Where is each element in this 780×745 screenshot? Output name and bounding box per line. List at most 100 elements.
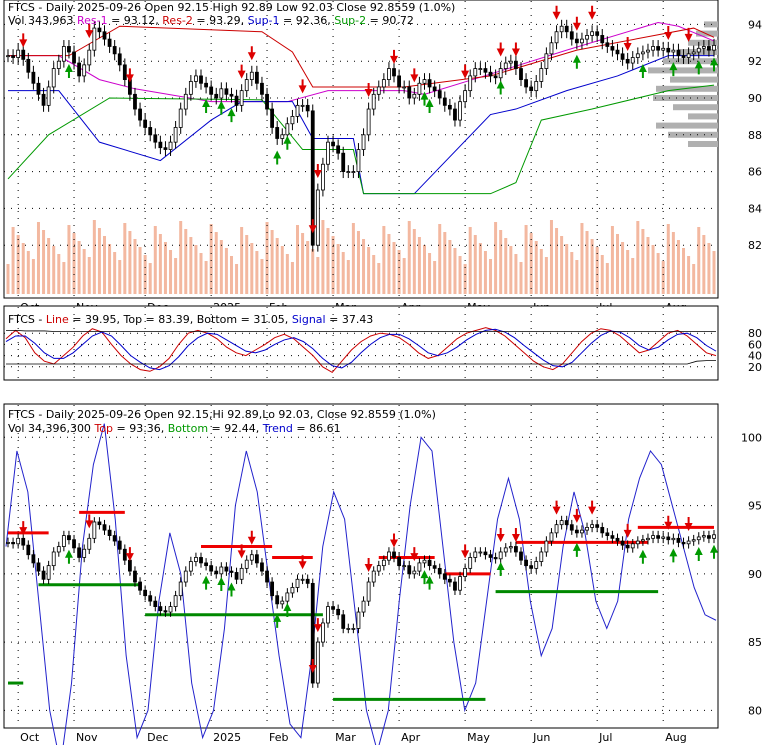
- volume-bar: [651, 245, 655, 294]
- trend-candle-body: [554, 524, 559, 534]
- volume-bar: [346, 260, 350, 294]
- volume-bar: [229, 256, 233, 294]
- stoch-line-top: [6, 329, 716, 332]
- trend-sell-arrow: [684, 517, 693, 532]
- trend-candle-body: [656, 535, 661, 539]
- price-buy-arrow: [496, 80, 505, 95]
- trend-candle-body: [676, 537, 681, 543]
- trend-candle-body: [41, 570, 46, 580]
- trend-xtick-label: Mar: [335, 731, 356, 744]
- trend-buy-arrow: [227, 582, 236, 597]
- trend-candle-body: [305, 578, 310, 584]
- trend-candle-body: [6, 542, 10, 544]
- price-candle-body: [224, 88, 229, 95]
- price-header-line2-part: Sup-1: [248, 14, 280, 27]
- volume-bar: [174, 258, 178, 294]
- trend-candle-body: [437, 567, 442, 575]
- price-sell-arrow: [496, 42, 505, 57]
- price-candle-body: [168, 141, 173, 150]
- volume-bar: [158, 234, 162, 294]
- price-sell-arrow: [410, 68, 419, 83]
- price-sell-arrow: [237, 64, 246, 79]
- stoch-ytick-label: 20: [748, 361, 762, 374]
- price-candle-body: [61, 46, 66, 62]
- trend-header-line2-part: = 92.44,: [208, 422, 263, 435]
- trend-candle-body: [295, 578, 300, 588]
- volume-bar: [336, 244, 340, 294]
- volume-bar: [397, 250, 401, 294]
- volume-bar: [97, 228, 101, 294]
- trend-candle-body: [158, 606, 163, 612]
- price-header-line2-part: Sup-2: [334, 14, 366, 27]
- trend-candle-body: [453, 581, 457, 591]
- price-header-line2: Vol 343,963 Res-1 = 93.12, Res-2 = 93.29…: [8, 14, 414, 27]
- volume-bar: [138, 247, 142, 294]
- volume-bar: [148, 263, 152, 294]
- trend-candle-body: [168, 606, 173, 613]
- volume-bar: [707, 243, 711, 294]
- trend-candle-body: [310, 582, 315, 684]
- volume-bar: [666, 224, 670, 294]
- trend-candle-body: [321, 622, 325, 643]
- volume-bar: [433, 261, 437, 294]
- trend-candle-body: [188, 561, 193, 572]
- price-candle-body: [249, 71, 254, 80]
- trend-candle-body: [46, 565, 51, 580]
- volume-bar: [321, 220, 325, 294]
- volume-bar: [301, 233, 305, 294]
- trend-candle-body: [285, 592, 290, 602]
- price-candle-body: [275, 127, 280, 139]
- price-candle-body: [625, 58, 630, 64]
- volume-bar: [661, 261, 665, 294]
- price-candle-body: [630, 57, 635, 64]
- volume-bar: [306, 241, 310, 294]
- price-buy-arrow: [425, 98, 434, 113]
- stoch-header-part: Line: [46, 313, 69, 326]
- trend-candle-body: [519, 551, 523, 561]
- price-buy-arrow: [710, 57, 718, 72]
- price-sell-arrow: [298, 79, 307, 94]
- trend-candle-body: [574, 529, 579, 534]
- trend-candle-body: [127, 559, 132, 572]
- trend-buy-arrow: [425, 575, 434, 590]
- trend-sell-arrow: [247, 530, 256, 545]
- volume-bar: [275, 238, 279, 294]
- price-candle-body: [336, 145, 341, 154]
- volume-bar: [458, 256, 462, 294]
- trend-candle-body: [651, 535, 655, 539]
- volume-bar: [692, 264, 696, 294]
- trend-candle-body: [122, 548, 127, 561]
- volume-bar: [194, 245, 198, 294]
- trend-candle-body: [630, 543, 635, 549]
- trend-buy-arrow: [694, 546, 703, 561]
- volume-bar: [82, 249, 86, 294]
- volume-bar: [600, 255, 604, 294]
- trend-candle-body: [56, 546, 61, 553]
- price-candle-body: [712, 44, 716, 51]
- trend-candle-body: [402, 565, 407, 568]
- price-candle-body: [422, 79, 427, 84]
- price-candle-body: [321, 163, 325, 191]
- trend-ytick-label: 90: [748, 568, 762, 581]
- trend-candle-body: [371, 570, 376, 583]
- volume-bar: [453, 248, 457, 294]
- volume-bar: [626, 250, 630, 294]
- volume-bar: [316, 257, 320, 294]
- price-candle-body: [117, 53, 122, 66]
- volume-bar: [240, 227, 244, 294]
- trend-buy-arrow: [420, 570, 429, 585]
- trend-candle-body: [16, 537, 21, 545]
- price-candle-body: [524, 79, 528, 88]
- trend-candle-body: [503, 547, 508, 553]
- trend-candle-body: [331, 606, 335, 610]
- price-candle-body: [534, 81, 539, 92]
- price-header-line2-part: = 93.12,: [108, 14, 163, 27]
- trend-candle-body: [707, 535, 711, 539]
- trend-candle-body: [102, 524, 107, 531]
- trend-xtick-label: Oct: [20, 731, 40, 744]
- trend-xtick-label: Aug: [665, 731, 686, 744]
- trend-candle-body: [610, 535, 615, 539]
- volume-bar: [326, 228, 330, 294]
- price-candle-body: [371, 93, 376, 110]
- volume-bar: [290, 262, 294, 294]
